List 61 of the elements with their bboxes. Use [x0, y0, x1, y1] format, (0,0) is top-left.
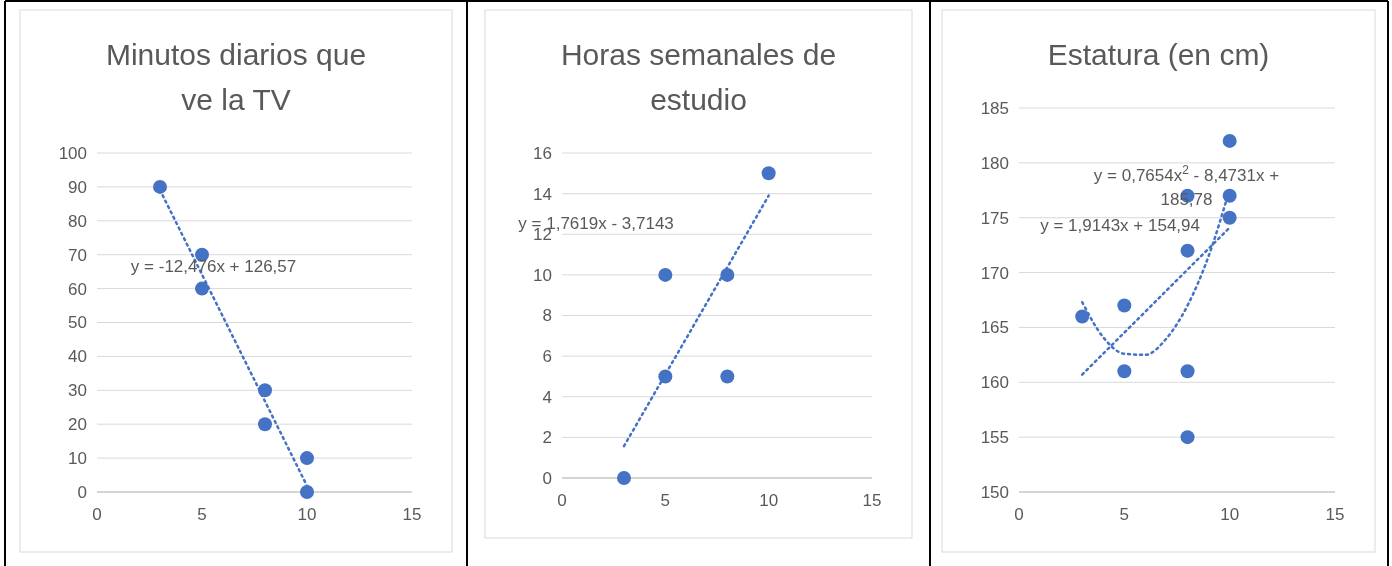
- point: [153, 179, 167, 194]
- point: [761, 166, 776, 181]
- y-tick-label: 160: [980, 373, 1009, 393]
- y-tick-label: 50: [68, 313, 87, 333]
- chart-title: Minutos diarios que ve la TV: [105, 38, 367, 116]
- x-tick-label: 15: [862, 490, 882, 510]
- point: [258, 417, 272, 432]
- x-tick-label: 0: [557, 490, 567, 510]
- x-tick-label: 15: [402, 504, 422, 524]
- y-tick-label: 100: [58, 143, 87, 163]
- point: [300, 451, 314, 466]
- y-tick-label: 10: [533, 265, 552, 285]
- point: [1117, 364, 1132, 379]
- point: [658, 267, 673, 282]
- y-tick-label: 2: [542, 428, 552, 448]
- chart-title: Horas semanales de estudio: [560, 38, 837, 116]
- y-tick-label: 175: [980, 208, 1009, 228]
- point: [1075, 309, 1090, 324]
- x-tick-label: 10: [759, 490, 779, 510]
- point: [1180, 430, 1195, 445]
- y-tick-label: 8: [542, 306, 552, 326]
- y-tick-label: 16: [533, 143, 552, 163]
- y-tick-label: 14: [533, 184, 552, 204]
- point: [1222, 210, 1237, 225]
- point: [195, 281, 209, 296]
- x-tick-label: 10: [297, 504, 317, 524]
- x-tick-label: 0: [1014, 504, 1024, 524]
- y-tick-label: 60: [68, 279, 87, 299]
- point: [1180, 243, 1195, 258]
- y-tick-label: 20: [68, 415, 87, 435]
- x-tick-label: 0: [92, 504, 102, 524]
- point: [300, 485, 314, 499]
- y-tick-label: 10: [68, 449, 87, 469]
- y-tick-label: 150: [980, 482, 1009, 502]
- chart-title: Estatura (en cm): [1047, 38, 1270, 71]
- y-tick-label: 80: [68, 211, 87, 231]
- y-tick-label: 4: [542, 387, 552, 407]
- annotation: y = 1,9143x + 154,94: [1040, 216, 1200, 235]
- y-tick-label: 6: [542, 347, 552, 367]
- x-tick-label: 5: [197, 504, 207, 524]
- annotation: y = -12,476x + 126,57: [130, 257, 297, 276]
- y-tick-label: 165: [980, 318, 1009, 338]
- x-tick-label: 5: [1119, 504, 1130, 524]
- y-tick-label: 90: [68, 177, 87, 197]
- point: [1117, 298, 1132, 313]
- y-tick-label: 180: [980, 153, 1009, 173]
- y-tick-label: 70: [68, 245, 87, 265]
- y-tick-label: 0: [542, 468, 552, 488]
- y-tick-label: 170: [980, 263, 1009, 283]
- x-tick-label: 5: [660, 490, 671, 510]
- x-tick-label: 15: [1325, 504, 1345, 524]
- point: [617, 471, 631, 485]
- x-tick-label: 10: [1220, 504, 1240, 524]
- y-tick-label: 40: [68, 347, 87, 367]
- y-tick-label: 155: [980, 428, 1009, 448]
- annotation: y = 0,7654x$^{2}$ - 8,4731x + 185,78: [1093, 163, 1280, 209]
- y-tick-label: 185: [980, 98, 1009, 118]
- point: [720, 369, 735, 384]
- point: [1222, 133, 1237, 148]
- y-tick-label: 30: [68, 381, 87, 401]
- point: [1180, 364, 1195, 379]
